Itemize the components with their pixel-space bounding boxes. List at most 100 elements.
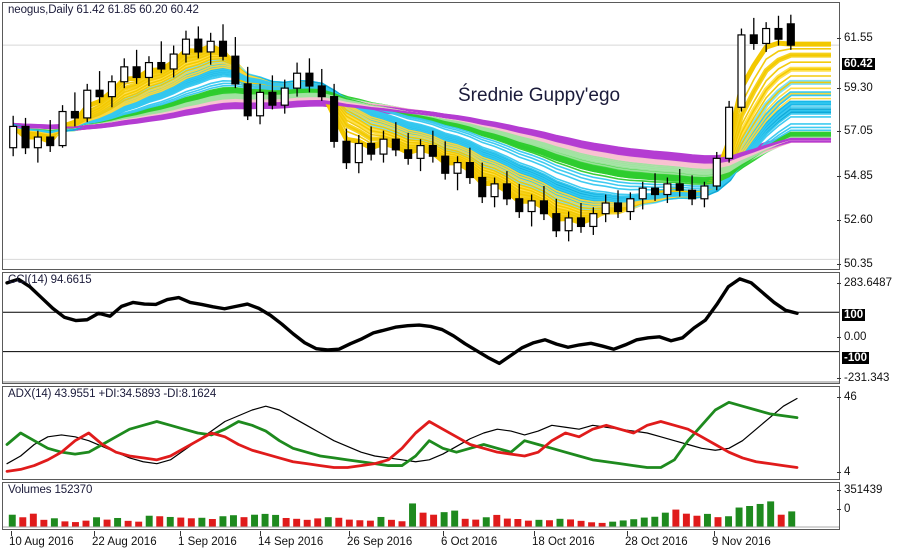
volume-bar: [535, 519, 543, 527]
date-tick-mark: [627, 531, 628, 536]
volume-bar: [103, 519, 111, 527]
volume-bar: [703, 513, 711, 527]
axis-tick: 0.00: [837, 331, 866, 343]
candlestick: [21, 117, 30, 155]
candlestick: [305, 58, 314, 93]
volume-bar: [440, 512, 448, 527]
gmma-short-line-fine: [13, 73, 831, 198]
date-tick-label: 6 Oct 2016: [441, 536, 498, 548]
volume-bar: [451, 510, 459, 527]
candlestick: [453, 156, 462, 191]
gmma-short-line-fine: [12, 70, 831, 201]
volume-bar: [187, 518, 195, 527]
candlestick: [243, 66, 252, 121]
candlestick: [749, 17, 758, 50]
candlestick: [280, 79, 289, 114]
candlestick: [539, 186, 549, 221]
candlestick: [58, 105, 67, 148]
candlestick: [576, 203, 586, 233]
volume-bar: [356, 520, 364, 527]
candlestick: [737, 28, 746, 112]
date-tick-label: 18 Oct 2016: [532, 536, 595, 548]
candlestick: [428, 130, 437, 163]
volume-bar: [282, 517, 290, 527]
candlestick: [157, 41, 166, 74]
volume-bar: [71, 522, 79, 527]
candlestick: [95, 71, 104, 104]
cci-panel[interactable]: CCI(14) 94.6615: [2, 272, 840, 384]
axis-tick: 52.60: [837, 214, 873, 226]
axis-tick: -231.343: [837, 372, 889, 384]
axis-tick: 0: [837, 503, 850, 515]
candlestick: [490, 177, 499, 208]
volume-bar: [746, 506, 754, 527]
volume-bar: [219, 516, 227, 527]
volume-bar: [324, 517, 332, 527]
gmma-long-line-fine: [13, 102, 831, 160]
volume-bar: [314, 518, 322, 527]
candlestick: [391, 122, 400, 157]
candlestick: [762, 22, 771, 52]
volume-bar: [208, 519, 216, 527]
candlestick: [774, 15, 783, 46]
candlestick: [700, 181, 709, 208]
volume-panel-label: Volumes 152370: [8, 484, 93, 496]
volume-bar: [303, 519, 311, 527]
volume-bar: [40, 519, 48, 527]
volume-bar: [261, 513, 269, 527]
candlestick: [218, 24, 228, 61]
chart-annotation: Średnie Guppy'ego: [458, 85, 621, 106]
candlestick: [342, 128, 351, 169]
volume-bar: [577, 520, 585, 527]
candlestick: [441, 141, 450, 180]
volume-bar: [651, 516, 659, 527]
price-panel[interactable]: neogus,Daily 61.42 61.85 60.20 60.42: [2, 2, 840, 270]
candlestick: [107, 75, 116, 108]
price-panel-label: neogus,Daily 61.42 61.85 60.20 60.42: [8, 4, 199, 16]
volume-bar: [472, 519, 480, 527]
candlestick: [379, 130, 388, 163]
volume-bar: [419, 512, 427, 527]
cci-panel-label: CCI(14) 94.6615: [8, 274, 92, 286]
date-tick-label: 10 Aug 2016: [9, 536, 74, 548]
gmma-long-line-fine: [13, 82, 831, 190]
candlestick: [601, 194, 610, 223]
volume-bar: [598, 522, 606, 527]
volume-chart-canvas: [3, 501, 839, 528]
adx-chart-canvas: [5, 397, 799, 473]
candlestick: [725, 100, 734, 163]
candlestick: [255, 83, 265, 125]
candlestick: [120, 58, 129, 89]
candlestick: [552, 198, 561, 238]
candlestick: [33, 130, 42, 163]
date-tick-label: 28 Oct 2016: [625, 536, 688, 548]
candlestick: [83, 83, 92, 123]
axis-tick: 59.30: [837, 82, 873, 94]
candlestick: [194, 26, 203, 59]
volume-bar: [545, 520, 553, 527]
axis-tick: 50.35: [837, 258, 873, 270]
volume-bar: [93, 517, 101, 527]
date-axis[interactable]: 10 Aug 2016 22 Aug 2016 1 Sep 2016 14 Sep 2…: [2, 531, 840, 553]
volume-bar: [567, 519, 575, 527]
price-chart-canvas: [3, 14, 839, 260]
volume-bar: [251, 514, 259, 527]
volume-bar: [156, 516, 164, 527]
volume-bar: [693, 515, 701, 527]
volume-bar: [430, 514, 438, 527]
volume-bar: [725, 516, 733, 527]
volume-panel[interactable]: Volumes 152370: [2, 482, 840, 530]
volume-bar: [524, 520, 532, 527]
axis-tick: 61.55: [837, 32, 873, 44]
date-tick-label: 26 Sep 2016: [347, 536, 413, 548]
volume-bar: [672, 509, 680, 527]
axis-tick: -100: [842, 352, 870, 364]
adx-series-line: [5, 420, 799, 473]
candlestick: [293, 62, 302, 97]
adx-panel[interactable]: ADX(14) 43.9551 +DI:34.5893 -DI:8.1624: [2, 386, 840, 480]
candlestick: [367, 126, 376, 161]
axis-tick: 57.05: [837, 125, 873, 137]
axis-tick: 46: [837, 391, 857, 403]
candlestick: [478, 162, 487, 204]
date-tick-mark: [11, 531, 12, 536]
